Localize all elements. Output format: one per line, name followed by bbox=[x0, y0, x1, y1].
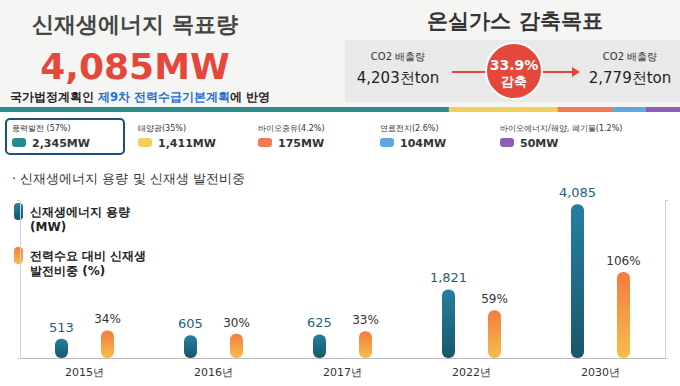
x-tick-label: 2022년 bbox=[452, 366, 491, 379]
note-text: 국가법정계획인 bbox=[10, 90, 98, 104]
y-axis bbox=[17, 201, 21, 359]
y-tick bbox=[17, 358, 20, 359]
data-label: 4,085 bbox=[559, 185, 596, 200]
legend: 신재생에너지 용량(MW) 전력수요 대비 신재생발전비중 (%) bbox=[14, 203, 146, 278]
legend-swatch bbox=[14, 247, 23, 264]
breakdown-swatch bbox=[258, 138, 272, 147]
y2-tick bbox=[665, 200, 668, 201]
bar bbox=[442, 289, 455, 358]
x-tick: 2022년 bbox=[452, 358, 491, 379]
breakdown-swatch bbox=[138, 138, 152, 147]
highlight-box bbox=[6, 119, 124, 154]
data-labels: 513 605 625 1,821 4,085 34% 30% 33% 59% 106% bbox=[49, 185, 641, 334]
breakdown-label: 태양광(35%) bbox=[138, 124, 186, 133]
y2-tick-mark bbox=[665, 200, 668, 201]
color-strip bbox=[558, 107, 613, 112]
x-tick-label: 2030년 bbox=[581, 366, 620, 379]
emission-value: 4,203천ton bbox=[357, 69, 440, 87]
legend-label: 전력수요 대비 신재생발전비중 (%) bbox=[30, 249, 146, 278]
color-strip bbox=[0, 107, 449, 112]
emission-label: CO2 배출량 bbox=[371, 51, 425, 62]
breakdown-value: 2,345MW bbox=[32, 137, 90, 150]
emission-label: CO2 배출량 bbox=[603, 51, 657, 62]
breakdown-value: 175MW bbox=[278, 137, 324, 150]
bar bbox=[617, 272, 630, 358]
y-tick-mark bbox=[17, 358, 20, 359]
y2-axis bbox=[665, 201, 668, 359]
reduction-label: 감축 bbox=[501, 74, 527, 89]
x-tick: 2030년 bbox=[581, 358, 620, 379]
x-axis-line bbox=[21, 358, 666, 359]
bar bbox=[488, 310, 501, 358]
breakdown-value: 1,411MW bbox=[158, 137, 216, 150]
bar bbox=[230, 334, 243, 358]
bars bbox=[55, 204, 630, 358]
header-target: 4,085MW bbox=[40, 46, 229, 87]
breakdown-value: 104MW bbox=[400, 137, 446, 150]
y-tick bbox=[17, 200, 20, 201]
bar bbox=[101, 330, 114, 358]
breakdown-label: 바이오중유(4.2%) bbox=[258, 124, 325, 133]
chart-title: · 신재생에너지 용량 및 신재생 발전비중 bbox=[12, 171, 245, 186]
header-background bbox=[0, 0, 680, 108]
breakdown-swatch bbox=[12, 138, 26, 147]
x-tick-label: 2017년 bbox=[323, 366, 362, 379]
x-tick: 2017년 bbox=[323, 358, 362, 379]
x-axis: 2015년 2016년 2017년 2022년 2030년 bbox=[21, 358, 666, 379]
data-label: 30% bbox=[223, 316, 250, 330]
bar bbox=[184, 335, 197, 358]
breakdown-value: 50MW bbox=[520, 137, 558, 150]
data-label: 1,821 bbox=[430, 270, 467, 285]
note-highlight: 제9차 전력수급기본계획 bbox=[97, 90, 230, 104]
bar bbox=[571, 204, 584, 358]
color-strip bbox=[646, 107, 680, 112]
breakdown-label: 바이오에너지/해양, 폐기물(1.2%) bbox=[500, 124, 622, 133]
legend-swatch bbox=[14, 203, 23, 220]
y2-tick-mark bbox=[665, 358, 668, 359]
y2-tick bbox=[665, 358, 668, 359]
data-label: 33% bbox=[352, 313, 379, 327]
header-title: 신재생에너지 목표량 bbox=[32, 12, 238, 37]
emissions: 온실가스 감축목표 33.9%감축 CO2 배출량 4,203천ton CO2 배출량 2… bbox=[345, 9, 680, 102]
y-axis-line bbox=[20, 201, 21, 359]
breakdown: 풍력발전 (57%) 2,345MW 태양광(35%) 1,411MW 바이오중유(4.… bbox=[6, 119, 622, 154]
data-label: 59% bbox=[481, 292, 508, 306]
x-tick-label: 2016년 bbox=[194, 366, 233, 379]
emission-value: 2,779천ton bbox=[589, 69, 672, 87]
bar bbox=[313, 334, 326, 358]
bar bbox=[359, 331, 372, 358]
emissions-arrowhead bbox=[572, 67, 580, 77]
data-label: 625 bbox=[307, 315, 332, 330]
breakdown-swatch bbox=[380, 138, 394, 147]
x-tick-label: 2015년 bbox=[65, 366, 104, 379]
y-tick-mark bbox=[17, 200, 20, 201]
color-strip bbox=[449, 107, 558, 112]
reduction-circle bbox=[486, 43, 542, 99]
bar bbox=[55, 339, 68, 358]
x-tick: 2015년 bbox=[65, 358, 104, 379]
reduction-value: 33.9% bbox=[490, 57, 539, 73]
data-label: 34% bbox=[94, 312, 121, 326]
emissions-title: 온실가스 감축목표 bbox=[427, 9, 602, 33]
breakdown-label: 연료전지(2.6%) bbox=[380, 124, 439, 133]
color-strip bbox=[612, 107, 647, 112]
breakdown-swatch bbox=[500, 138, 514, 147]
page: 신재생에너지 목표량 4,085MW 국가법정계획인 제9차 전력수급기본계획에 반… bbox=[0, 0, 680, 386]
legend-label: 신재생에너지 용량(MW) bbox=[30, 205, 130, 234]
breakdown-label: 풍력발전 (57%) bbox=[12, 124, 71, 133]
header: 신재생에너지 목표량 4,085MW 국가법정계획인 제9차 전력수급기본계획에 반… bbox=[10, 12, 270, 104]
y2-axis-line bbox=[665, 201, 666, 359]
data-label: 106% bbox=[606, 254, 640, 268]
note-text: 에 반영 bbox=[230, 90, 270, 104]
data-label: 513 bbox=[49, 320, 74, 335]
header-note: 국가법정계획인 제9차 전력수급기본계획에 반영 bbox=[10, 90, 270, 104]
data-label: 605 bbox=[178, 316, 203, 331]
x-tick: 2016년 bbox=[194, 358, 233, 379]
emissions-box bbox=[345, 40, 680, 102]
chart: · 신재생에너지 용량 및 신재생 발전비중신재생에너지 용량(MW) 전력수요 … bbox=[12, 171, 668, 379]
